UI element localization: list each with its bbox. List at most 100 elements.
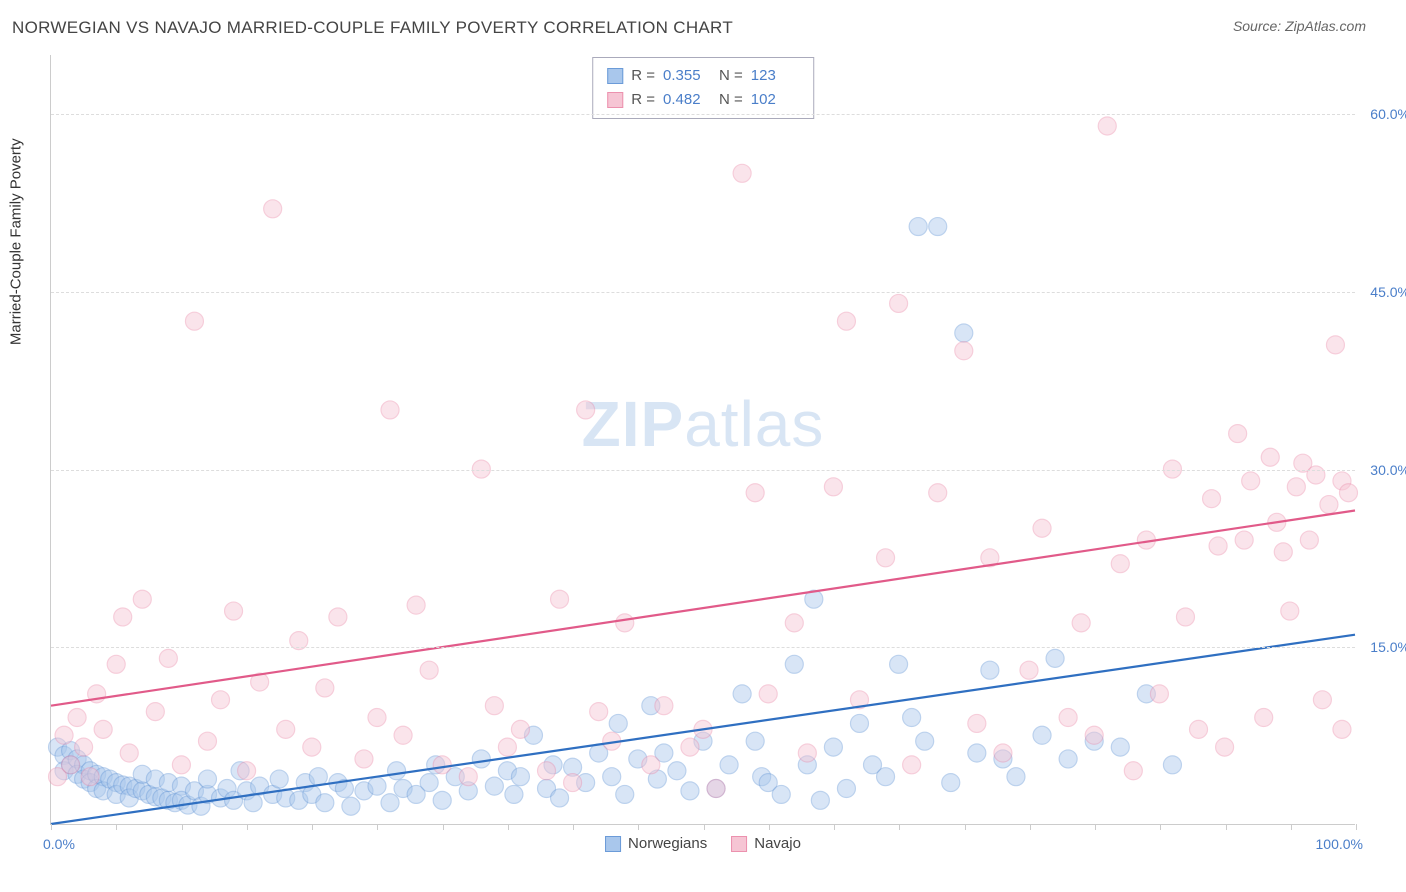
scatter-point: [955, 324, 973, 342]
x-tick: [1095, 824, 1096, 830]
scatter-point: [433, 756, 451, 774]
x-tick: [1356, 824, 1357, 830]
scatter-point: [981, 661, 999, 679]
scatter-point: [1190, 720, 1208, 738]
scatter-point: [198, 732, 216, 750]
scatter-point: [929, 484, 947, 502]
y-tick-label: 15.0%: [1370, 639, 1406, 655]
scatter-point: [603, 768, 621, 786]
scatter-point: [538, 762, 556, 780]
chart-title: NORWEGIAN VS NAVAJO MARRIED-COUPLE FAMIL…: [12, 18, 733, 38]
scatter-point: [107, 655, 125, 673]
scatter-svg: [51, 55, 1355, 824]
scatter-point: [381, 401, 399, 419]
scatter-point: [303, 738, 321, 756]
scatter-point: [133, 590, 151, 608]
scatter-point: [420, 661, 438, 679]
legend-swatch: [605, 836, 621, 852]
x-tick: [182, 824, 183, 830]
scatter-point: [590, 703, 608, 721]
scatter-point: [655, 697, 673, 715]
r-value: 0.482: [663, 88, 711, 112]
scatter-point: [1150, 685, 1168, 703]
scatter-point: [942, 774, 960, 792]
scatter-point: [916, 732, 934, 750]
x-tick: [638, 824, 639, 830]
scatter-point: [172, 756, 190, 774]
scatter-point: [909, 218, 927, 236]
scatter-point: [459, 768, 477, 786]
scatter-point: [270, 770, 288, 788]
scatter-point: [772, 785, 790, 803]
scatter-point: [1033, 519, 1051, 537]
x-tick: [377, 824, 378, 830]
scatter-point: [1287, 478, 1305, 496]
r-label: R =: [631, 88, 655, 112]
scatter-point: [114, 608, 132, 626]
scatter-point: [381, 794, 399, 812]
scatter-point: [785, 614, 803, 632]
scatter-point: [1007, 768, 1025, 786]
scatter-point: [55, 726, 73, 744]
scatter-point: [850, 714, 868, 732]
scatter-point: [1098, 117, 1116, 135]
scatter-point: [1242, 472, 1260, 490]
scatter-point: [485, 697, 503, 715]
source-label: Source:: [1233, 18, 1285, 34]
gridline: [51, 470, 1355, 471]
scatter-point: [1229, 425, 1247, 443]
scatter-point: [316, 794, 334, 812]
scatter-point: [329, 608, 347, 626]
x-tick: [51, 824, 52, 830]
scatter-point: [81, 768, 99, 786]
scatter-point: [577, 401, 595, 419]
scatter-point: [394, 726, 412, 744]
scatter-point: [1111, 738, 1129, 756]
scatter-point: [407, 596, 425, 614]
legend-item: Navajo: [731, 835, 801, 852]
scatter-point: [120, 744, 138, 762]
scatter-point: [837, 780, 855, 798]
scatter-point: [903, 756, 921, 774]
y-tick-label: 45.0%: [1370, 284, 1406, 300]
trend-line: [51, 510, 1355, 705]
stats-row: R =0.482N =102: [607, 88, 799, 112]
gridline: [51, 114, 1355, 115]
y-axis-title: Married-Couple Family Poverty: [8, 138, 25, 345]
legend-swatch: [607, 68, 623, 84]
scatter-point: [1124, 762, 1142, 780]
r-value: 0.355: [663, 64, 711, 88]
scatter-point: [707, 780, 725, 798]
scatter-point: [368, 709, 386, 727]
scatter-point: [1326, 336, 1344, 354]
x-tick: [573, 824, 574, 830]
scatter-point: [681, 738, 699, 756]
scatter-point: [1072, 614, 1090, 632]
scatter-point: [824, 478, 842, 496]
scatter-point: [720, 756, 738, 774]
legend-swatch: [731, 836, 747, 852]
scatter-point: [733, 685, 751, 703]
scatter-point: [420, 774, 438, 792]
legend-swatch: [607, 92, 623, 108]
scatter-point: [316, 679, 334, 697]
scatter-point: [1281, 602, 1299, 620]
scatter-point: [498, 738, 516, 756]
x-axis-max-label: 100.0%: [1316, 836, 1363, 852]
scatter-point: [955, 342, 973, 360]
x-tick: [1226, 824, 1227, 830]
scatter-point: [511, 720, 529, 738]
r-label: R =: [631, 64, 655, 88]
scatter-point: [342, 797, 360, 815]
scatter-point: [225, 602, 243, 620]
scatter-point: [94, 720, 112, 738]
scatter-point: [877, 549, 895, 567]
scatter-point: [1033, 726, 1051, 744]
scatter-point: [62, 756, 80, 774]
scatter-point: [1216, 738, 1234, 756]
scatter-point: [564, 774, 582, 792]
scatter-point: [811, 791, 829, 809]
legend-label: Navajo: [754, 835, 801, 852]
scatter-point: [746, 732, 764, 750]
gridline: [51, 292, 1355, 293]
